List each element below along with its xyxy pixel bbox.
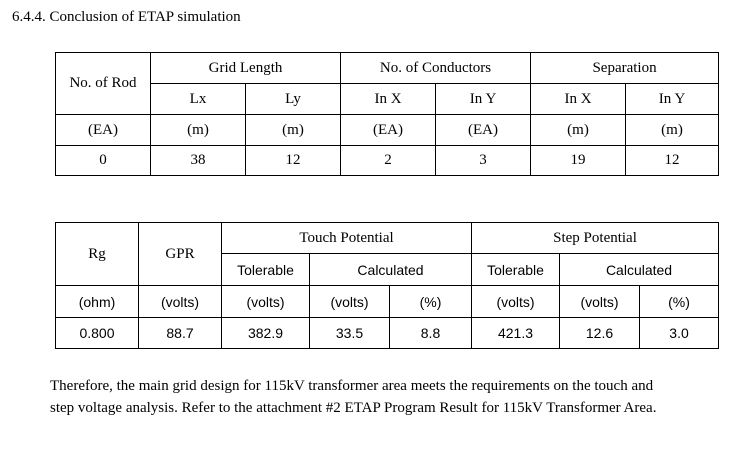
unit-cell: (volts) xyxy=(221,285,310,318)
value-cell: 8.8 xyxy=(388,317,473,349)
value-cell: 421.3 xyxy=(471,317,561,349)
values-row: 0.800 88.7 382.9 33.5 8.8 421.3 12.6 3.0 xyxy=(55,317,720,349)
subheader-conductors-in-y: In Y xyxy=(435,83,532,115)
value-cell: 33.5 xyxy=(309,317,390,349)
conclusion-paragraph: Therefore, the main grid design for 115k… xyxy=(50,375,740,419)
units-row: (ohm) (volts) (volts) (volts) (%) (volts… xyxy=(55,285,720,318)
subheader-separation-in-x: In X xyxy=(530,83,627,115)
units-row: (EA) (m) (m) (EA) (EA) (m) (m) xyxy=(55,114,720,146)
unit-cell: (ohm) xyxy=(55,285,139,318)
header-no-of-conductors: No. of Conductors xyxy=(340,52,532,84)
subheader-step-tolerable: Tolerable xyxy=(471,253,561,286)
header-touch-potential: Touch Potential xyxy=(220,222,473,254)
header-step-potential: Step Potential xyxy=(471,222,720,254)
unit-cell: (volts) xyxy=(309,285,390,318)
unit-cell: (m) xyxy=(625,114,720,146)
value-cell: 12.6 xyxy=(559,317,641,349)
subheader-touch-tolerable: Tolerable xyxy=(221,253,310,286)
subheader-step-calculated: Calculated xyxy=(559,253,720,286)
header-rg: Rg xyxy=(55,222,139,286)
value-cell: 38 xyxy=(150,145,246,176)
subheader-ly: Ly xyxy=(244,83,342,115)
value-cell: 2 xyxy=(340,145,437,176)
unit-cell: (m) xyxy=(150,114,246,146)
value-cell: 3.0 xyxy=(639,317,720,349)
value-cell: 0 xyxy=(55,145,151,176)
value-cell: 382.9 xyxy=(221,317,310,349)
header-separation: Separation xyxy=(530,52,720,84)
unit-cell: (m) xyxy=(244,114,342,146)
header-no-of-rod: No. of Rod xyxy=(55,52,151,115)
grid-parameters-table: No. of Rod Grid Length No. of Conductors… xyxy=(55,52,720,176)
subheader-conductors-in-x: In X xyxy=(340,83,437,115)
value-cell: 3 xyxy=(435,145,532,176)
paragraph-line: step voltage analysis. Refer to the atta… xyxy=(50,400,657,416)
value-cell: 88.7 xyxy=(138,317,222,349)
unit-cell: (EA) xyxy=(435,114,532,146)
unit-cell: (volts) xyxy=(138,285,222,318)
value-cell: 12 xyxy=(625,145,720,176)
unit-cell: (volts) xyxy=(471,285,561,318)
value-cell: 19 xyxy=(530,145,627,176)
subheader-lx: Lx xyxy=(150,83,246,115)
potential-results-table: Rg GPR Touch Potential Step Potential To… xyxy=(55,222,720,349)
unit-cell: (EA) xyxy=(340,114,437,146)
values-row: 0 38 12 2 3 19 12 xyxy=(55,145,720,176)
unit-cell: (m) xyxy=(530,114,627,146)
unit-cell: (volts) xyxy=(559,285,641,318)
unit-cell: (%) xyxy=(639,285,720,318)
unit-cell: (EA) xyxy=(55,114,151,146)
paragraph-line: Therefore, the main grid design for 115k… xyxy=(50,378,654,394)
value-cell: 12 xyxy=(244,145,342,176)
subheader-touch-calculated: Calculated xyxy=(308,253,473,286)
header-gpr: GPR xyxy=(138,222,222,286)
unit-cell: (%) xyxy=(388,285,473,318)
value-cell: 0.800 xyxy=(55,317,139,349)
subheader-separation-in-y: In Y xyxy=(625,83,720,115)
section-heading: 6.4.4. Conclusion of ETAP simulation xyxy=(12,9,241,25)
header-grid-length: Grid Length xyxy=(149,52,342,84)
